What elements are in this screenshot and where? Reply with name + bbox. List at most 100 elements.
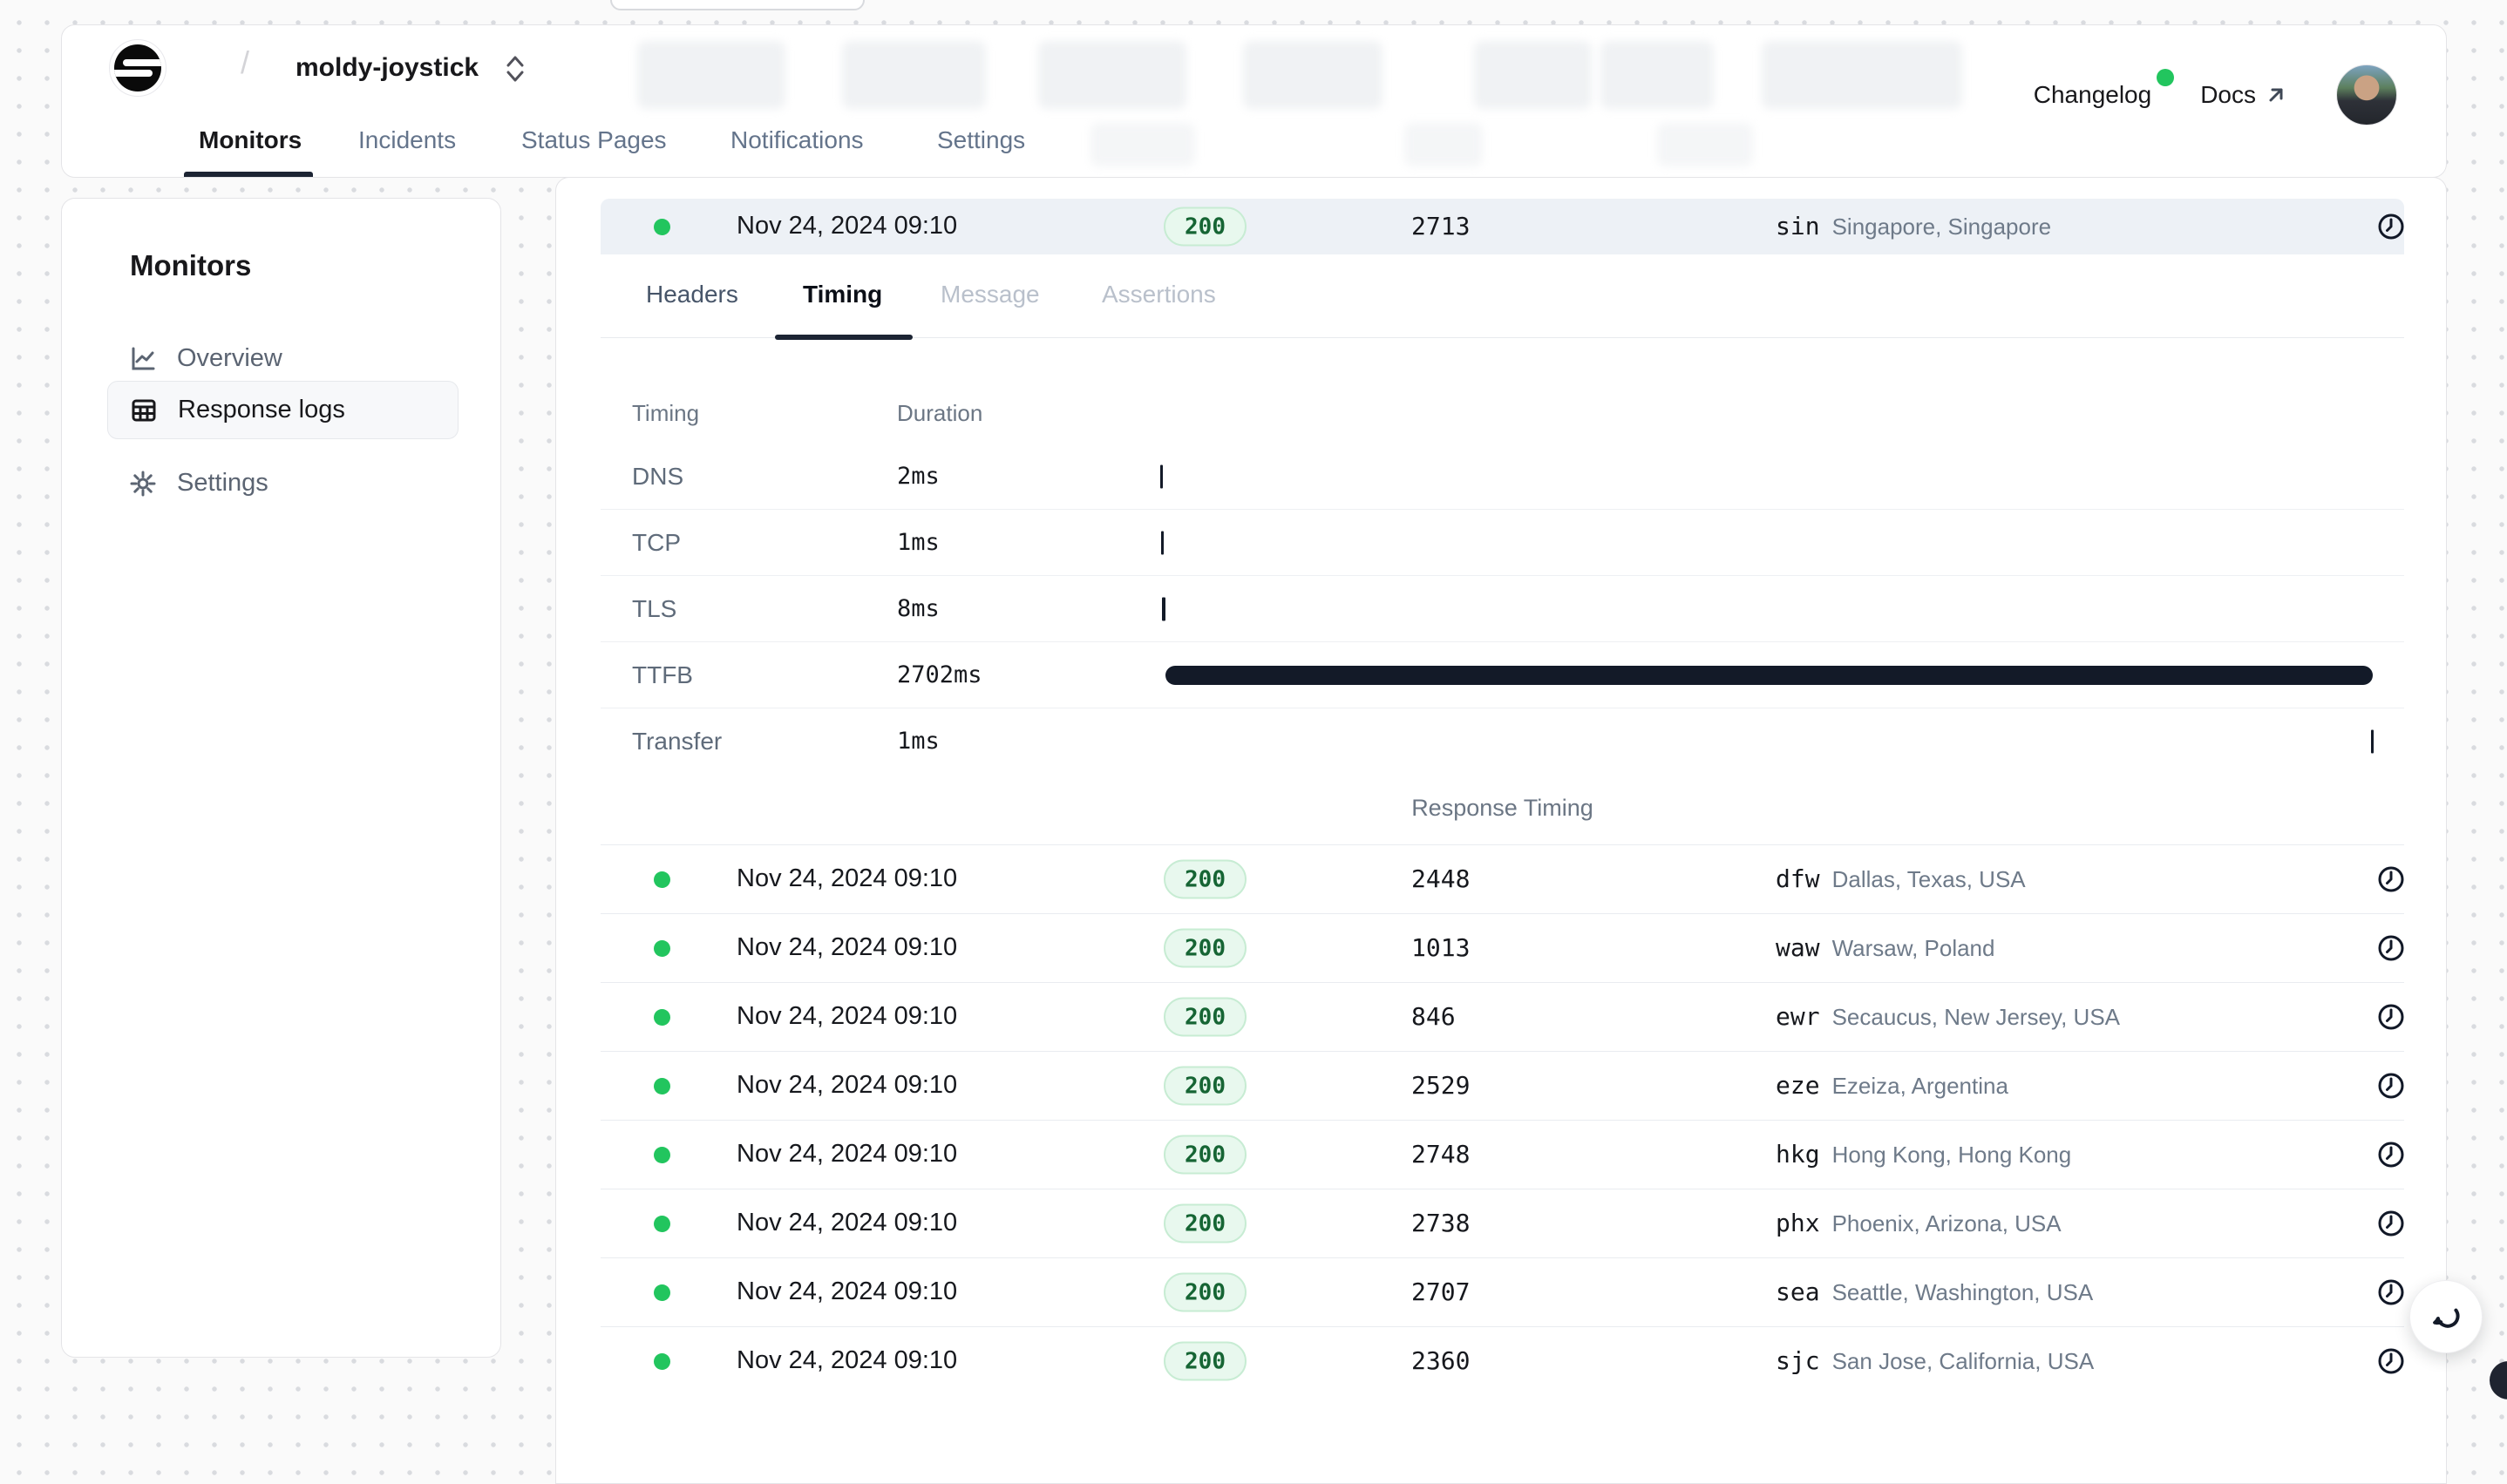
clock-icon[interactable]: [2370, 858, 2412, 900]
sidebar-item-label: Response logs: [178, 396, 345, 424]
timing-bar: [1162, 597, 1165, 620]
response-log-row[interactable]: Nov 24, 2024 09:10 200 1013 waw Warsaw, …: [601, 913, 2404, 982]
docs-label: Docs: [2200, 81, 2256, 109]
region-code: ewr: [1776, 1002, 1820, 1031]
status-ok-dot: [654, 871, 670, 888]
timing-phase-name: TCP: [632, 529, 681, 557]
timing-table-caption: Response Timing: [601, 795, 2404, 822]
response-logs-panel: Nov 24, 2024 09:10 200 2713 sin Singapor…: [555, 177, 2447, 1484]
timing-phase-name: Transfer: [632, 728, 722, 756]
timing-phase-duration: 1ms: [897, 528, 940, 555]
response-log-row[interactable]: Nov 24, 2024 09:10 200 2448 dfw Dallas, …: [601, 844, 2404, 913]
sidebar-item-settings[interactable]: Settings: [107, 454, 459, 512]
sidebar-item-response-logs[interactable]: Response logs: [107, 381, 459, 439]
log-timestamp: Nov 24, 2024 09:10: [737, 933, 957, 962]
region-code: sea: [1776, 1277, 1820, 1306]
primary-nav: Monitors Incidents Status Pages Notifica…: [62, 119, 1282, 177]
column-timing: Timing: [632, 400, 699, 427]
ghost-blur: [1657, 123, 1753, 166]
status-badge: 200: [1164, 1342, 1247, 1381]
timing-bar-track: [1160, 576, 2374, 641]
log-timestamp: Nov 24, 2024 09:10: [737, 864, 957, 893]
clock-icon[interactable]: [2370, 1065, 2412, 1107]
region-location: Dallas, Texas, USA: [1832, 866, 2026, 893]
user-avatar[interactable]: [2336, 64, 2397, 125]
clock-icon[interactable]: [2370, 1134, 2412, 1176]
active-tab-underline: [775, 335, 913, 340]
log-latency: 2738: [1411, 1209, 1470, 1237]
response-log-row[interactable]: Nov 24, 2024 09:10 200 2707 sea Seattle,…: [601, 1257, 2404, 1326]
clock-icon[interactable]: [2370, 1271, 2412, 1313]
timing-row: Transfer 1ms: [601, 708, 2404, 775]
status-ok-dot: [654, 940, 670, 957]
chat-widget-button[interactable]: [2409, 1280, 2483, 1353]
changelog-link[interactable]: Changelog: [2034, 81, 2151, 109]
sidebar-item-overview[interactable]: Overview: [107, 329, 459, 388]
response-log-row[interactable]: Nov 24, 2024 09:10 200 2360 sjc San Jose…: [601, 1326, 2404, 1395]
timing-phase-name: TLS: [632, 595, 676, 623]
region-location: Ezeiza, Argentina: [1832, 1073, 2008, 1100]
region-location: Hong Kong, Hong Kong: [1832, 1142, 2072, 1169]
region-code: dfw: [1776, 864, 1820, 893]
status-badge: 200: [1164, 207, 1247, 247]
cutoff-card-top: [610, 0, 865, 10]
docs-link[interactable]: Docs: [2200, 81, 2287, 109]
timing-row: TCP 1ms: [601, 510, 2404, 576]
clock-icon[interactable]: [2370, 996, 2412, 1038]
sidebar-item-label: Overview: [177, 344, 282, 373]
status-badge: 200: [1164, 1204, 1247, 1243]
tab-assertions: Assertions: [1102, 281, 1216, 308]
log-latency: 2360: [1411, 1346, 1470, 1375]
tab-status-pages[interactable]: Status Pages: [521, 126, 667, 154]
log-latency: 1013: [1411, 933, 1470, 962]
ghost-blur: [1404, 123, 1483, 166]
response-log-row[interactable]: Nov 24, 2024 09:10 200 2529 eze Ezeiza, …: [601, 1051, 2404, 1120]
tab-notifications[interactable]: Notifications: [730, 126, 864, 154]
app-logo[interactable]: [109, 39, 166, 97]
timing-bar-track: [1160, 444, 2374, 509]
region-code: phx: [1776, 1209, 1820, 1237]
response-log-row[interactable]: Nov 24, 2024 09:10 200 846 ewr Secaucus,…: [601, 982, 2404, 1051]
clock-icon[interactable]: [2370, 1203, 2412, 1244]
timing-bar: [1165, 666, 2374, 685]
selected-log-row[interactable]: Nov 24, 2024 09:10 200 2713 sin Singapor…: [601, 199, 2404, 254]
status-ok-dot: [654, 1216, 670, 1232]
log-latency: 2448: [1411, 864, 1470, 893]
chart-line-icon: [128, 344, 158, 374]
log-latency: 2707: [1411, 1277, 1470, 1306]
tab-headers[interactable]: Headers: [646, 281, 738, 308]
timing-phase-duration: 2ms: [897, 462, 940, 489]
response-log-row[interactable]: Nov 24, 2024 09:10 200 2738 phx Phoenix,…: [601, 1189, 2404, 1257]
clock-icon[interactable]: [2370, 1340, 2412, 1382]
timing-bar: [1160, 464, 1163, 488]
tab-monitors[interactable]: Monitors: [199, 126, 302, 154]
timing-bar-track: [1160, 510, 2374, 575]
timing-phase-name: TTFB: [632, 661, 693, 689]
tab-message: Message: [941, 281, 1040, 308]
clock-icon[interactable]: [2370, 927, 2412, 969]
timing-row: DNS2ms: [601, 444, 2404, 510]
status-badge: 200: [1164, 998, 1247, 1037]
timing-phase-duration: 1ms: [897, 728, 940, 755]
status-ok-dot: [654, 219, 670, 235]
timing-phase-duration: 8ms: [897, 594, 940, 621]
clock-icon[interactable]: [2370, 206, 2412, 247]
response-log-list: Nov 24, 2024 09:10 200 2448 dfw Dallas, …: [601, 844, 2404, 1395]
log-timestamp: Nov 24, 2024 09:10: [737, 1277, 957, 1306]
tab-incidents[interactable]: Incidents: [358, 126, 456, 154]
timing-bar-track: [1160, 708, 2374, 775]
response-log-row[interactable]: Nov 24, 2024 09:10 200 2748 hkg Hong Kon…: [601, 1120, 2404, 1189]
log-timestamp: Nov 24, 2024 09:10: [737, 1209, 957, 1237]
status-badge: 200: [1164, 1273, 1247, 1312]
column-duration: Duration: [897, 400, 982, 427]
tab-settings[interactable]: Settings: [937, 126, 1025, 154]
tab-timing[interactable]: Timing: [803, 281, 882, 308]
region-location: Secaucus, New Jersey, USA: [1832, 1004, 2120, 1031]
status-badge: 200: [1164, 1135, 1247, 1175]
timing-bar: [1161, 531, 1164, 554]
region-code: sjc: [1776, 1346, 1820, 1375]
sidebar-item-label: Settings: [177, 469, 268, 498]
region-location: Warsaw, Poland: [1832, 935, 1995, 962]
project-switcher-chevrons-icon[interactable]: [502, 51, 528, 86]
log-timestamp: Nov 24, 2024 09:10: [737, 212, 957, 241]
